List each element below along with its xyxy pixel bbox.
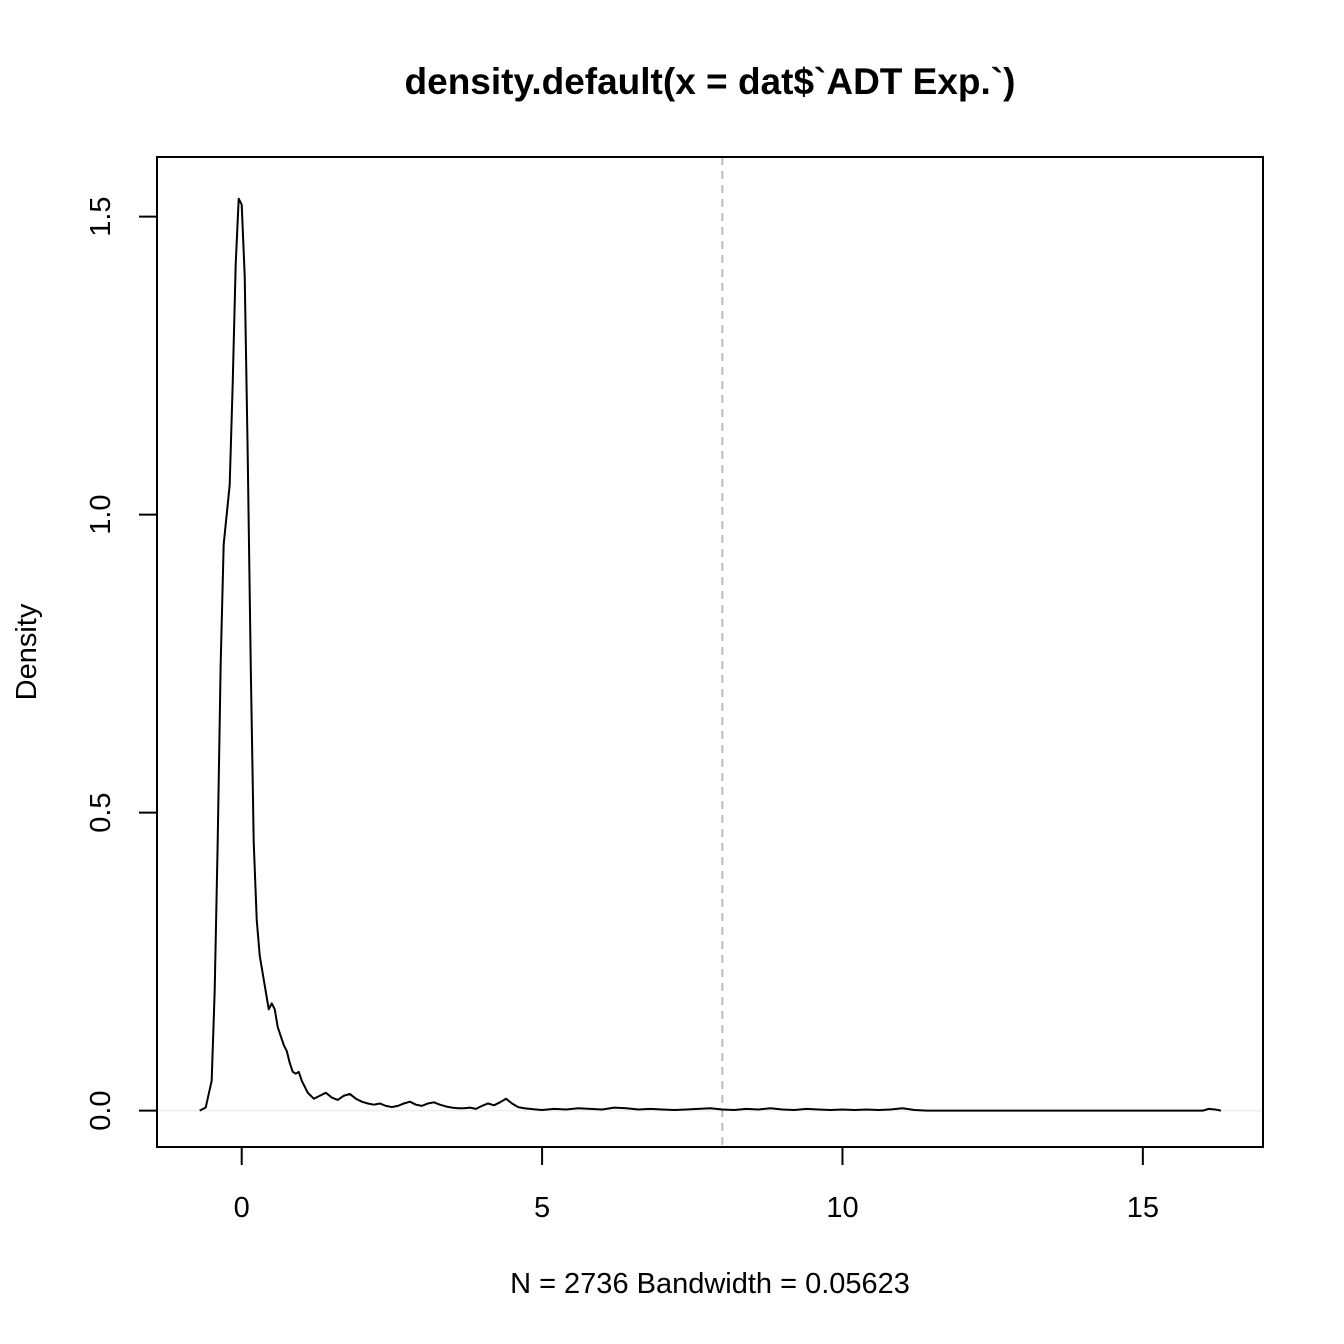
plot-frame bbox=[156, 156, 1264, 1148]
y-tick-label: 0.5 bbox=[85, 792, 117, 832]
chart-title: density.default(x = dat$`ADT Exp.`) bbox=[405, 61, 1016, 102]
y-tick-label: 0.0 bbox=[85, 1090, 117, 1130]
x-axis-label: N = 2736 Bandwidth = 0.05623 bbox=[510, 1268, 910, 1300]
y-tick-label: 1.5 bbox=[85, 196, 117, 236]
x-axis: 0 5 10 15 bbox=[234, 1146, 1159, 1224]
x-tick-label: 5 bbox=[534, 1192, 550, 1224]
y-axis-label: Density bbox=[11, 603, 43, 700]
y-tick-label: 1.0 bbox=[85, 494, 117, 534]
x-tick-label: 0 bbox=[234, 1192, 250, 1224]
y-axis: 0.0 0.5 1.0 1.5 bbox=[85, 196, 158, 1131]
x-tick-label: 15 bbox=[1127, 1192, 1159, 1224]
plot-area bbox=[157, 157, 1263, 1147]
density-curve-0 bbox=[199, 197, 1222, 1112]
x-tick-label: 10 bbox=[826, 1192, 858, 1224]
